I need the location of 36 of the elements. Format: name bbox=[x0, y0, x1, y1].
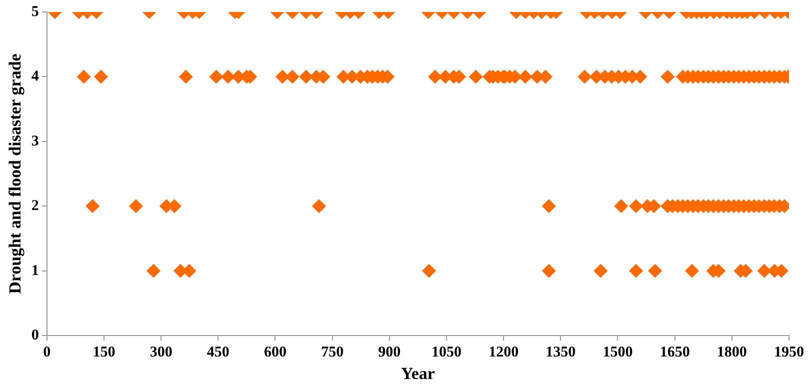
x-tick-label: 600 bbox=[264, 344, 286, 360]
y-tick-label: 0 bbox=[31, 327, 39, 344]
point bbox=[684, 264, 699, 278]
point bbox=[422, 264, 436, 278]
y-tick-label: 2 bbox=[31, 198, 39, 214]
x-tick-label: 0 bbox=[43, 344, 51, 360]
point bbox=[128, 199, 143, 214]
x-tick-label: 1500 bbox=[602, 344, 633, 360]
y-axis-title: Drought and flood disaster grade bbox=[6, 53, 25, 294]
x-tick-label: 1050 bbox=[431, 344, 462, 360]
point bbox=[648, 264, 662, 278]
point bbox=[542, 199, 556, 214]
y-tick-label: 1 bbox=[31, 262, 39, 279]
y-tick-label: 3 bbox=[31, 133, 39, 150]
x-axis-title: Year bbox=[400, 364, 436, 384]
x-tick-label: 1800 bbox=[716, 344, 747, 360]
x-tick-label: 450 bbox=[206, 344, 230, 360]
point bbox=[594, 264, 608, 278]
x-tick-label: 1200 bbox=[488, 344, 519, 360]
y-tick-label: 5 bbox=[31, 4, 39, 20]
point bbox=[146, 264, 160, 278]
x-tick-label: 1950 bbox=[774, 344, 804, 360]
x-tick-label: 1350 bbox=[546, 344, 576, 360]
x-tick-label: 1650 bbox=[660, 344, 690, 360]
point bbox=[312, 199, 326, 214]
point bbox=[629, 199, 644, 214]
y-tick-label: 4 bbox=[31, 68, 40, 85]
x-tick-label: 300 bbox=[150, 344, 172, 360]
point bbox=[86, 199, 100, 214]
point bbox=[629, 264, 644, 278]
x-tick-label: 900 bbox=[378, 344, 401, 360]
x-tick-label: 150 bbox=[92, 344, 116, 360]
x-tick-label: 750 bbox=[321, 344, 344, 360]
point bbox=[614, 199, 628, 214]
point bbox=[757, 264, 772, 278]
point bbox=[542, 264, 556, 278]
